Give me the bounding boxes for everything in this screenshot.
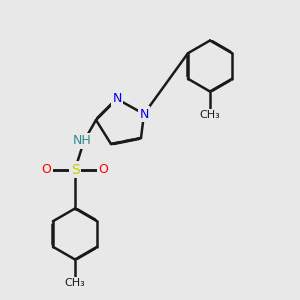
Text: S: S bbox=[70, 163, 80, 176]
Text: CH₃: CH₃ bbox=[200, 110, 220, 120]
Text: NH: NH bbox=[73, 134, 92, 148]
Text: N: N bbox=[112, 92, 122, 106]
Text: O: O bbox=[99, 163, 108, 176]
Text: N: N bbox=[139, 107, 149, 121]
Text: CH₃: CH₃ bbox=[64, 278, 86, 288]
Text: O: O bbox=[42, 163, 51, 176]
